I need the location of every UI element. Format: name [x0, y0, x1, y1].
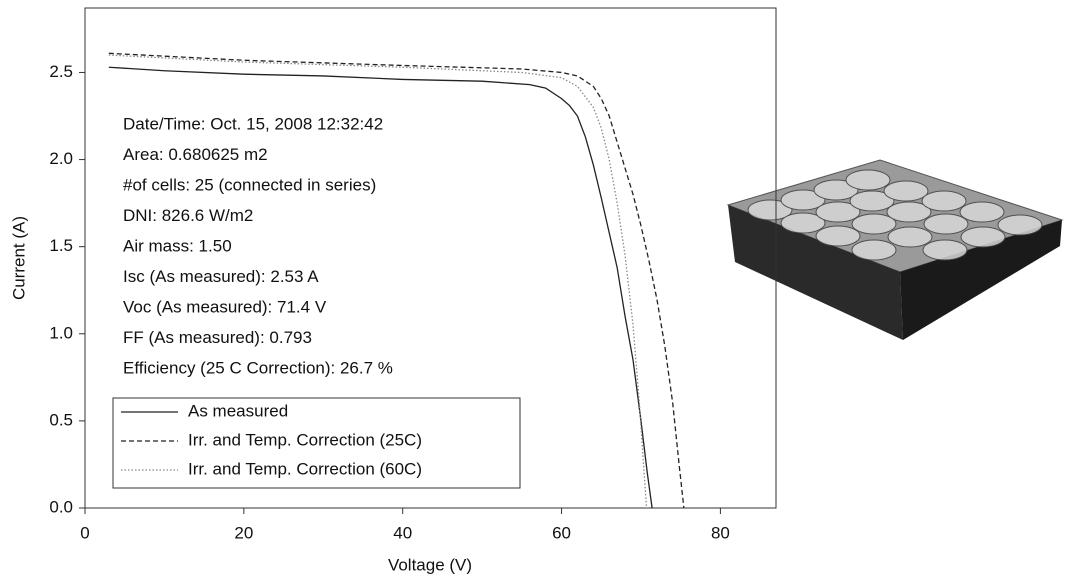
annotation: Efficiency (25 C Correction): 26.7 %: [123, 358, 393, 377]
y-tick-label: 1.0: [49, 323, 73, 342]
annotation: #of cells: 25 (connected in series): [123, 175, 376, 194]
annotation: Voc (As measured): 71.4 V: [123, 297, 327, 316]
y-tick-label: 2.0: [49, 149, 73, 168]
series-line: [108, 54, 648, 509]
module-photo: [726, 159, 1064, 340]
annotation: Area: 0.680625 m2: [123, 145, 268, 164]
annotation: FF (As measured): 0.793: [123, 328, 312, 347]
y-tick-label: 0.5: [49, 410, 73, 429]
y-tick-label: 1.5: [49, 236, 73, 255]
y-tick-label: 2.5: [49, 62, 73, 81]
legend-box: [112, 397, 521, 489]
x-axis-title: Voltage (V): [388, 555, 472, 574]
annotation: DNI: 826.6 W/m2: [123, 206, 253, 225]
annotation: Air mass: 1.50: [123, 236, 232, 255]
x-tick-label: 60: [552, 523, 571, 542]
series-line: [108, 66, 653, 509]
x-tick-label: 40: [393, 523, 412, 542]
legend-label: As measured: [188, 401, 288, 420]
legend-label: Irr. and Temp. Correction (25C): [188, 430, 422, 449]
annotation: Date/Time: Oct. 15, 2008 12:32:42: [123, 114, 383, 133]
y-axis-title: Current (A): [9, 216, 28, 300]
x-tick-label: 80: [711, 523, 730, 542]
x-tick-label: 20: [234, 523, 253, 542]
y-tick-label: 0.0: [49, 497, 73, 516]
plot-frame: [84, 7, 777, 509]
x-tick-label: 0: [80, 523, 89, 542]
annotation: Isc (As measured): 2.53 A: [123, 267, 319, 286]
legend-label: Irr. and Temp. Correction (60C): [188, 459, 422, 478]
